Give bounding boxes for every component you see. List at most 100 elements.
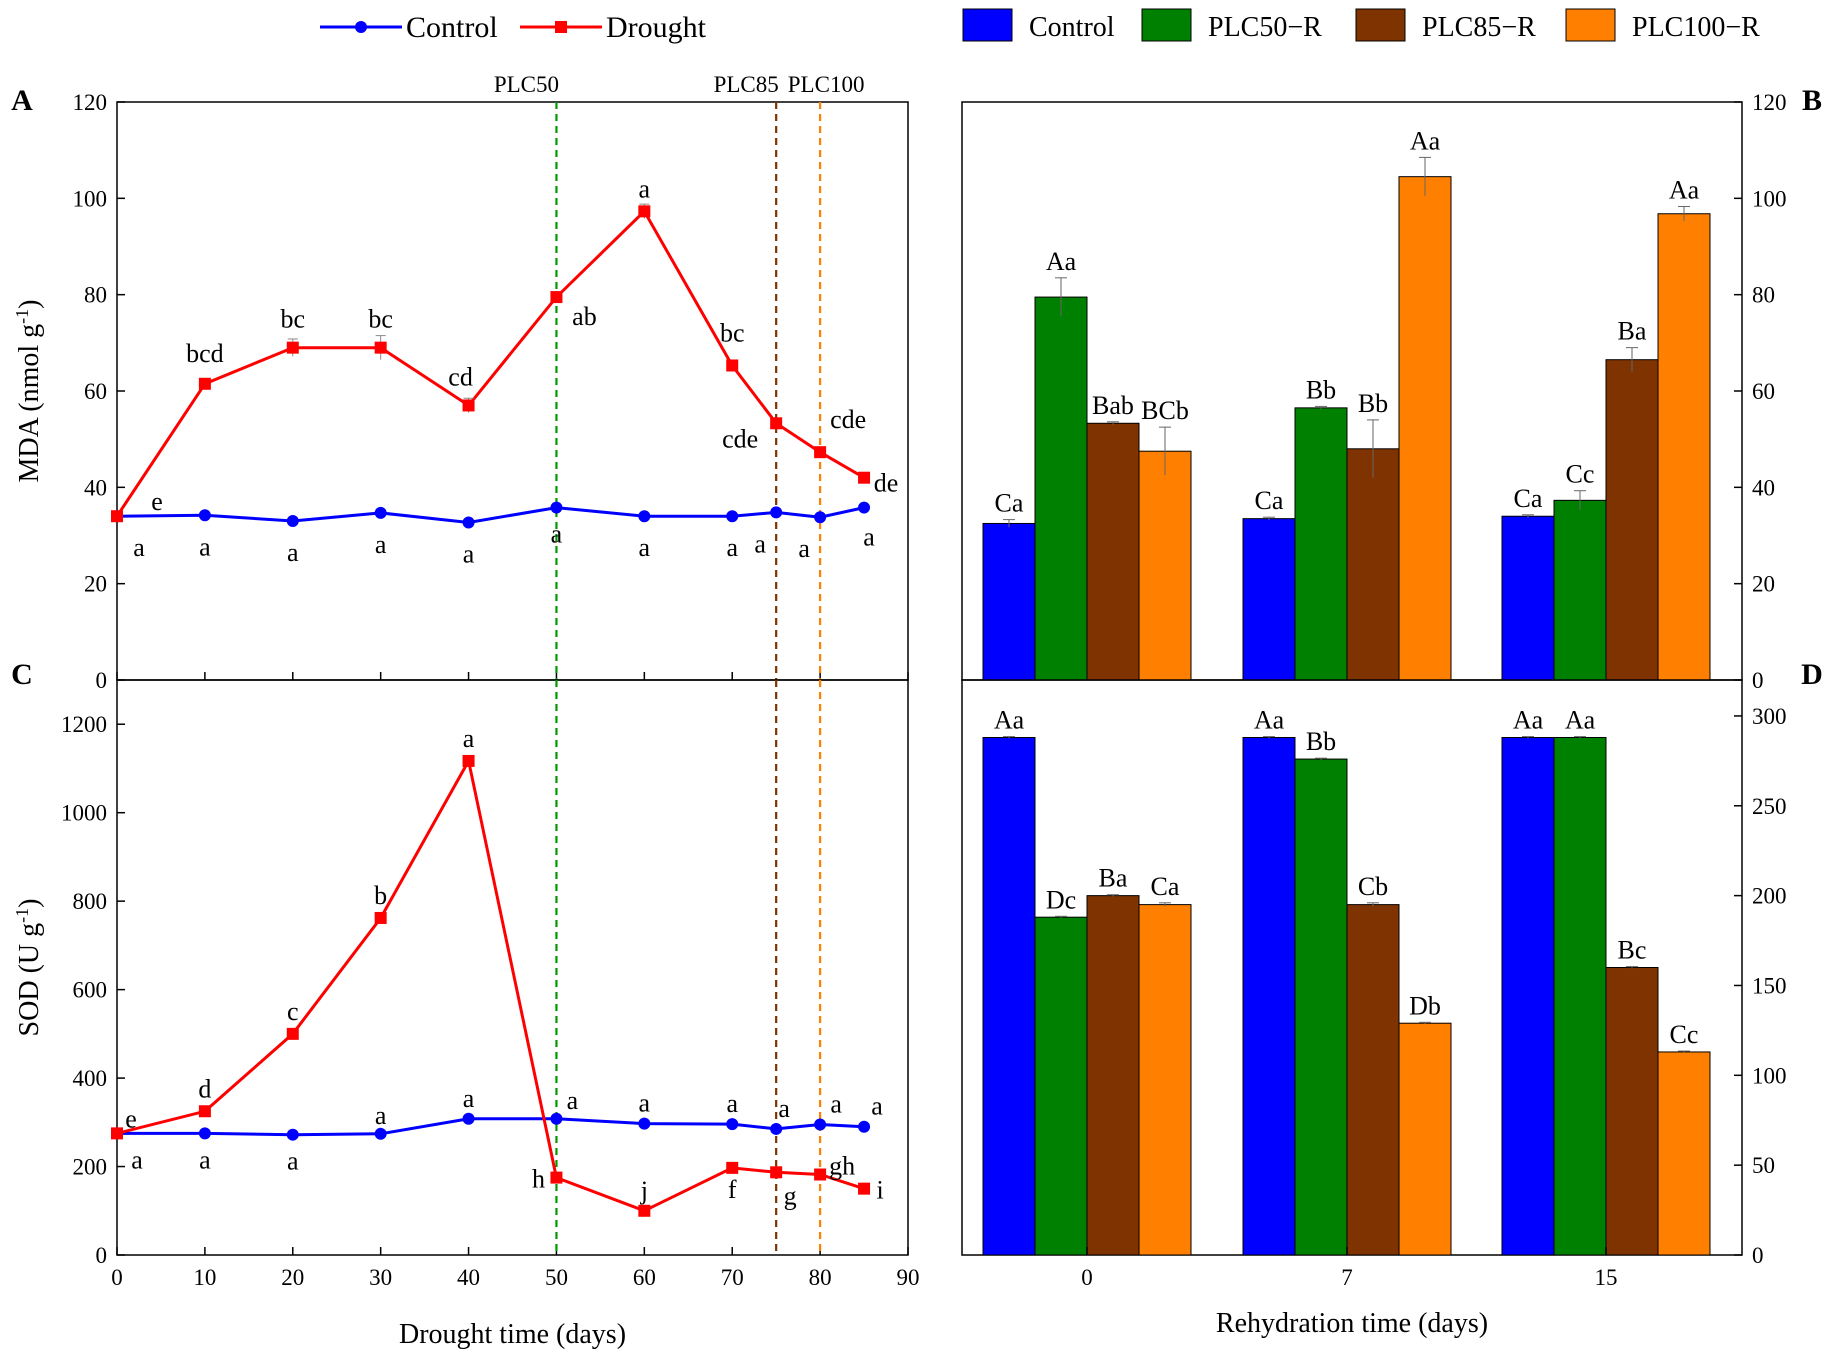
bar-2-15 <box>1605 967 1659 1256</box>
ytick-label-300: 300 <box>1752 704 1787 729</box>
point-label: f <box>728 1175 737 1204</box>
point-control <box>550 1112 563 1125</box>
bar-0-0 <box>982 737 1036 1256</box>
bar-label: Aa <box>1254 706 1285 735</box>
point-control <box>374 506 387 519</box>
legend-left: Control Drought <box>320 11 707 44</box>
series-drought: e bcd bc bc cd ab a bc cde cde de <box>111 174 898 523</box>
point-label: cd <box>448 362 473 391</box>
bar-label: Bb <box>1306 727 1336 756</box>
point-label: a <box>639 533 651 562</box>
point-label: e <box>125 1104 137 1133</box>
point-label: a <box>551 520 563 549</box>
point-drought <box>198 377 211 390</box>
xtick-label-30: 30 <box>369 1265 392 1290</box>
point-label: cde <box>722 424 758 453</box>
point-drought <box>462 754 475 767</box>
ytick-label-400: 400 <box>73 1066 108 1091</box>
bar-0-15 <box>1501 515 1555 681</box>
point-drought <box>638 205 651 218</box>
ytick-label-200: 200 <box>1752 884 1787 909</box>
bar-label: Aa <box>1669 176 1700 205</box>
point-drought <box>726 359 739 372</box>
y-axis-label-close: ) <box>14 299 45 308</box>
legend-label-1: PLC50−R <box>1208 12 1322 43</box>
point-label: d <box>198 1074 211 1103</box>
ytick-label-600: 600 <box>73 978 108 1003</box>
point-control <box>198 1127 211 1140</box>
bar-label: Ca <box>1151 872 1180 901</box>
point-label: cde <box>830 405 866 434</box>
y-axis-label-sup: -1 <box>12 309 32 324</box>
point-label: a <box>639 174 651 203</box>
point-drought <box>814 1168 827 1181</box>
point-label: bc <box>281 305 306 334</box>
point-label: bc <box>368 305 393 334</box>
ytick-label-250: 250 <box>1752 794 1787 819</box>
bar-label: Aa <box>1410 126 1441 155</box>
ytick-label-60: 60 <box>1752 379 1775 404</box>
point-control <box>550 501 563 514</box>
bar-3-15 <box>1657 213 1711 681</box>
xtick-label-0: 0 <box>1081 1265 1093 1290</box>
vline-label-50: PLC50 <box>494 72 559 97</box>
point-drought <box>374 911 387 924</box>
point-control <box>462 1112 475 1125</box>
panel-letter: B <box>1802 84 1822 117</box>
point-label: c <box>287 997 299 1026</box>
series-line-control <box>117 1117 865 1137</box>
point-label: a <box>871 1092 883 1121</box>
y-axis-label: SOD (U g-1) <box>12 899 45 1037</box>
point-control <box>726 510 739 523</box>
ytick-label-100: 100 <box>1752 1063 1787 1088</box>
bar-2-7 <box>1346 904 1400 1256</box>
point-drought <box>814 446 827 459</box>
point-label: a <box>754 529 766 558</box>
point-control <box>770 506 783 519</box>
y-axis-label-main: MDA (nmol g <box>14 324 45 483</box>
point-control <box>814 511 827 524</box>
panel-b: 0 20 40 60 80 100 120 Ca Aa Bab BCb Ca Bb Bb Aa Ca Cc Ba A… <box>961 84 1822 693</box>
bar-label: Dc <box>1046 885 1076 914</box>
y-axis-label-main: SOD (U g <box>14 923 45 1037</box>
point-control <box>770 1122 783 1135</box>
point-label: a <box>639 1089 651 1118</box>
vline-label-80: PLC100 <box>788 72 865 97</box>
xtick-label-10: 10 <box>193 1265 216 1290</box>
point-label: j <box>640 1176 648 1205</box>
vline-label-75: PLC85 <box>714 72 779 97</box>
legend-label-3: PLC100−R <box>1632 12 1760 43</box>
bar-label: Bab <box>1092 391 1134 420</box>
bar-label: Bc <box>1618 936 1647 965</box>
point-control <box>638 510 651 523</box>
point-control <box>858 1120 871 1133</box>
bar-label: Bb <box>1358 389 1388 418</box>
point-control <box>462 516 475 529</box>
ytick-label-150: 150 <box>1752 973 1787 998</box>
bar-3-7 <box>1398 1022 1452 1256</box>
point-label: a <box>863 523 875 552</box>
point-drought <box>286 1027 299 1040</box>
ytick-label-0: 0 <box>1752 668 1764 693</box>
bar-label: Db <box>1409 991 1441 1020</box>
point-label: bcd <box>186 339 224 368</box>
point-label: a <box>463 539 475 568</box>
bar-label: Aa <box>1513 706 1544 735</box>
point-drought <box>286 341 299 354</box>
point-label: a <box>798 534 810 563</box>
ytick-label-100: 100 <box>1752 186 1787 211</box>
legend-label-control: Control <box>406 11 498 44</box>
legend-right: Control PLC50−R PLC85−R PLC100−R <box>962 8 1760 43</box>
point-label: h <box>532 1165 545 1194</box>
point-label: e <box>151 487 163 516</box>
xtick-label-80: 80 <box>809 1265 832 1290</box>
point-label: a <box>287 538 299 567</box>
legend-label-drought: Drought <box>606 11 707 44</box>
point-control <box>198 509 211 522</box>
bar-label: Cc <box>1670 1020 1699 1049</box>
point-drought <box>858 1182 871 1195</box>
point-control <box>286 1128 299 1141</box>
ytick-label-120: 120 <box>73 90 108 115</box>
